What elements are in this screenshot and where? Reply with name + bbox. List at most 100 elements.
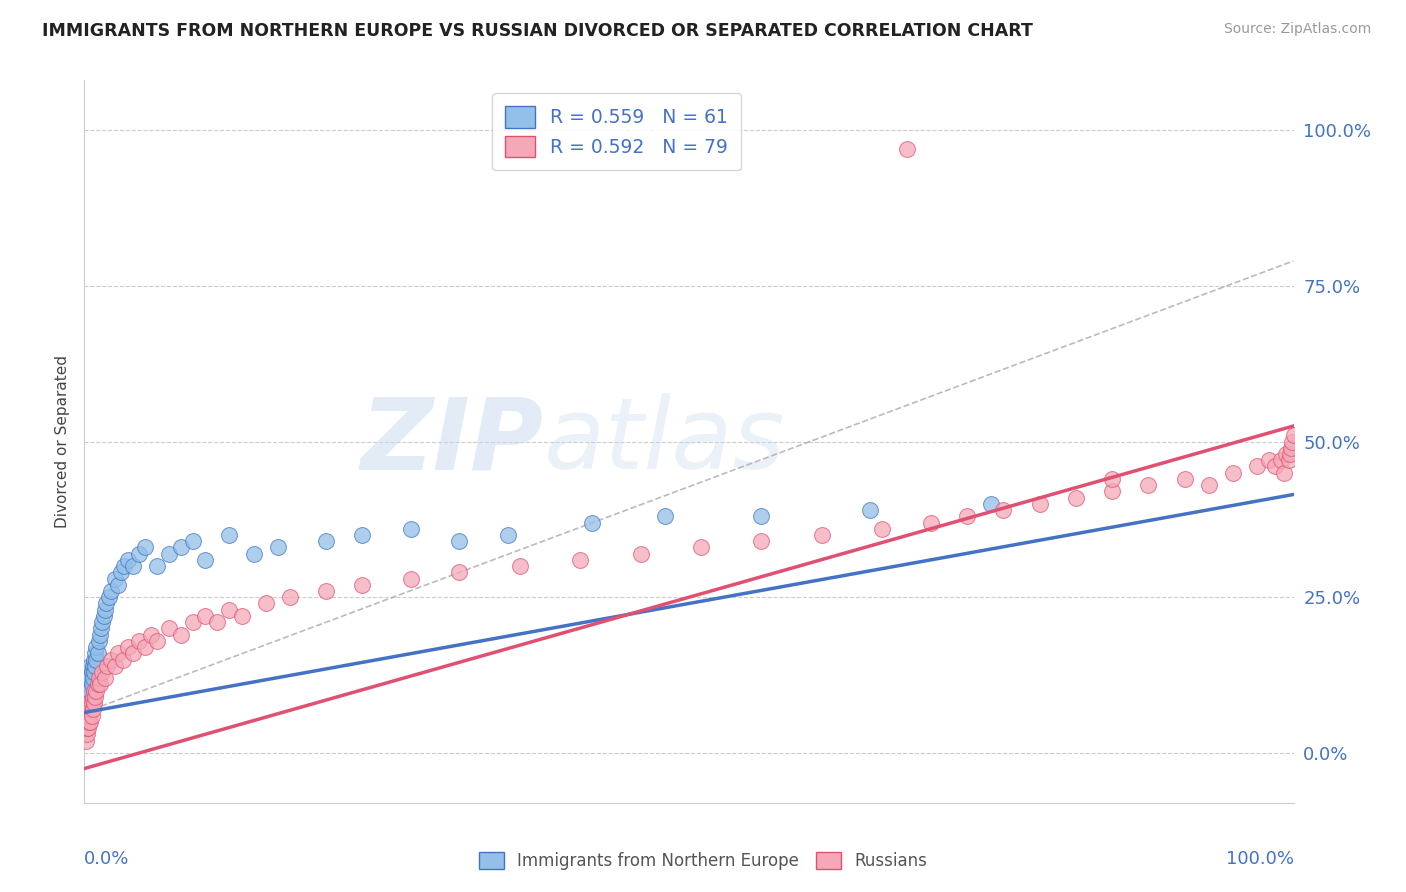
Point (509, 559, 531, 574)
Point (146, 633, 169, 648)
Point (181, 615, 204, 630)
Point (80, 677, 103, 691)
Text: ZIP: ZIP (361, 393, 544, 490)
Point (93, 609, 115, 624)
Point (449, 566, 471, 580)
Point (91, 665, 114, 679)
Point (94, 603, 117, 617)
Point (79, 714, 101, 729)
Point (207, 615, 229, 630)
Point (91, 615, 114, 630)
Point (1198, 478, 1220, 492)
Point (80, 708, 103, 723)
Text: Source: ZipAtlas.com: Source: ZipAtlas.com (1223, 22, 1371, 37)
Point (1064, 491, 1087, 505)
Point (104, 658, 127, 673)
Point (117, 553, 139, 567)
Point (139, 627, 162, 641)
Point (77, 665, 100, 679)
Point (89, 627, 111, 641)
Point (94, 597, 117, 611)
Point (134, 541, 156, 555)
Point (83, 652, 105, 666)
Point (107, 646, 129, 660)
Point (1101, 484, 1123, 499)
Point (84, 646, 107, 660)
Point (1101, 472, 1123, 486)
Point (77, 708, 100, 723)
Point (79, 658, 101, 673)
Point (77, 702, 100, 716)
Point (157, 547, 180, 561)
Point (399, 572, 422, 586)
Point (77, 677, 100, 691)
Point (87, 633, 110, 648)
Point (581, 516, 603, 530)
Point (77, 708, 100, 723)
Point (231, 609, 253, 624)
Point (86, 683, 108, 698)
Point (1281, 434, 1303, 449)
Point (128, 547, 150, 561)
Point (1222, 466, 1244, 480)
Point (896, 142, 918, 156)
Point (90, 621, 112, 635)
Point (872, 522, 894, 536)
Point (254, 597, 277, 611)
Point (77, 696, 100, 710)
Point (82, 658, 104, 673)
Text: 0.0%: 0.0% (84, 850, 129, 868)
Point (449, 534, 471, 549)
Point (1279, 441, 1302, 455)
Point (82, 690, 104, 704)
Point (100, 584, 122, 599)
Point (170, 627, 193, 641)
Point (1246, 459, 1268, 474)
Point (97, 591, 120, 605)
Point (77, 714, 100, 729)
Point (82, 671, 104, 685)
Point (107, 578, 129, 592)
Point (315, 584, 337, 599)
Point (77, 683, 100, 698)
Point (278, 591, 301, 605)
Point (267, 541, 290, 555)
Point (76, 721, 98, 735)
Point (1278, 447, 1301, 461)
Point (690, 541, 713, 555)
Text: 100.0%: 100.0% (1226, 850, 1294, 868)
Point (811, 528, 834, 542)
Y-axis label: Divorced or Separated: Divorced or Separated (55, 355, 70, 528)
Point (76, 727, 98, 741)
Point (84, 658, 107, 673)
Point (352, 528, 374, 542)
Point (76, 683, 98, 698)
Point (399, 522, 422, 536)
Point (751, 509, 773, 524)
Point (86, 652, 108, 666)
Legend: Immigrants from Northern Europe, Russians: Immigrants from Northern Europe, Russian… (472, 845, 934, 877)
Point (218, 603, 240, 617)
Point (96, 658, 118, 673)
Point (1264, 459, 1286, 474)
Point (86, 677, 108, 691)
Point (77, 671, 100, 685)
Point (980, 497, 1002, 511)
Point (83, 696, 105, 710)
Point (956, 509, 979, 524)
Point (1275, 447, 1298, 461)
Point (1272, 466, 1295, 480)
Point (84, 690, 107, 704)
Point (80, 665, 103, 679)
Point (859, 503, 882, 517)
Point (75, 733, 97, 747)
Point (76, 702, 98, 716)
Point (1282, 428, 1305, 442)
Point (75, 708, 97, 723)
Point (104, 572, 127, 586)
Point (121, 559, 143, 574)
Point (920, 516, 942, 530)
Point (79, 702, 101, 716)
Point (1270, 453, 1292, 467)
Point (117, 640, 139, 654)
